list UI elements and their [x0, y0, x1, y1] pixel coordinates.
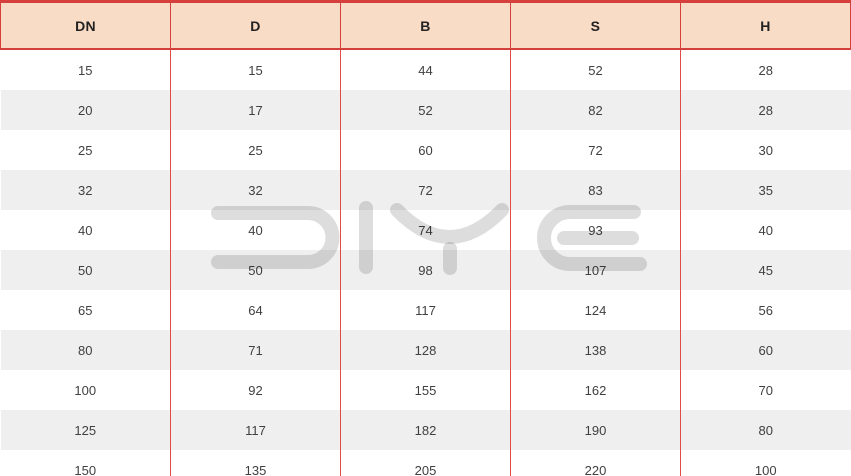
table-cell: 72: [510, 130, 681, 170]
table-cell: 70: [680, 370, 851, 410]
table-cell: 92: [170, 370, 341, 410]
table-cell: 20: [0, 90, 171, 130]
table-row: 20 17 52 82 28: [0, 90, 851, 130]
table-cell: 82: [510, 90, 681, 130]
table-cell: 83: [510, 170, 681, 210]
table-cell: 100: [0, 370, 171, 410]
table-cell: 45: [680, 250, 851, 290]
table-cell: 65: [0, 290, 171, 330]
table-cell: 125: [0, 410, 171, 450]
table-cell: 25: [170, 130, 341, 170]
table-cell: 117: [340, 290, 511, 330]
table-row: 25 25 60 72 30: [0, 130, 851, 170]
table-cell: 56: [680, 290, 851, 330]
table-cell: 74: [340, 210, 511, 250]
table-cell: 40: [0, 210, 171, 250]
table-cell: 124: [510, 290, 681, 330]
table-cell: 117: [170, 410, 341, 450]
table-cell: 32: [0, 170, 171, 210]
table-cell: 98: [340, 250, 511, 290]
table-cell: 205: [340, 450, 511, 476]
table-cell: 72: [340, 170, 511, 210]
table-cell: 52: [340, 90, 511, 130]
table-row: 32 32 72 83 35: [0, 170, 851, 210]
table-cell: 15: [170, 49, 341, 90]
table-cell: 32: [170, 170, 341, 210]
table-cell: 50: [0, 250, 171, 290]
table-cell: 80: [680, 410, 851, 450]
table-row: 100 92 155 162 70: [0, 370, 851, 410]
table-cell: 190: [510, 410, 681, 450]
table-cell: 182: [340, 410, 511, 450]
table-row: 80 71 128 138 60: [0, 330, 851, 370]
table-body: 15 15 44 52 28 20 17 52 82 28 25 25 60 72 30 32 32 72 83 35…: [0, 49, 851, 476]
table-cell: 150: [0, 450, 171, 476]
table-cell: 30: [680, 130, 851, 170]
table-cell: 155: [340, 370, 511, 410]
table-cell: 162: [510, 370, 681, 410]
column-header-s: S: [510, 0, 681, 50]
table-cell: 28: [680, 49, 851, 90]
table-row: 50 50 98 107 45: [0, 250, 851, 290]
table-cell: 25: [0, 130, 171, 170]
table-row: 15 15 44 52 28: [0, 49, 851, 90]
table-row: 125 117 182 190 80: [0, 410, 851, 450]
table-cell: 107: [510, 250, 681, 290]
table-cell: 50: [170, 250, 341, 290]
table-row: 40 40 74 93 40: [0, 210, 851, 250]
table-cell: 64: [170, 290, 341, 330]
table-cell: 15: [0, 49, 171, 90]
table-cell: 93: [510, 210, 681, 250]
table-cell: 52: [510, 49, 681, 90]
column-header-h: H: [680, 0, 851, 50]
table-cell: 71: [170, 330, 341, 370]
column-header-d: D: [170, 0, 341, 50]
table-cell: 80: [0, 330, 171, 370]
table-cell: 60: [340, 130, 511, 170]
table-cell: 100: [680, 450, 851, 476]
column-header-dn: DN: [0, 0, 171, 50]
table-cell: 135: [170, 450, 341, 476]
table-cell: 60: [680, 330, 851, 370]
column-header-b: B: [340, 0, 511, 50]
table-row: 65 64 117 124 56: [0, 290, 851, 330]
table-cell: 17: [170, 90, 341, 130]
table-header: DN D B S H: [0, 0, 851, 50]
table-cell: 138: [510, 330, 681, 370]
table-cell: 220: [510, 450, 681, 476]
table-cell: 40: [170, 210, 341, 250]
table-cell: 28: [680, 90, 851, 130]
header-row: DN D B S H: [0, 0, 851, 50]
table-cell: 128: [340, 330, 511, 370]
table-cell: 40: [680, 210, 851, 250]
table-row: 150 135 205 220 100: [0, 450, 851, 476]
table-cell: 44: [340, 49, 511, 90]
table-cell: 35: [680, 170, 851, 210]
